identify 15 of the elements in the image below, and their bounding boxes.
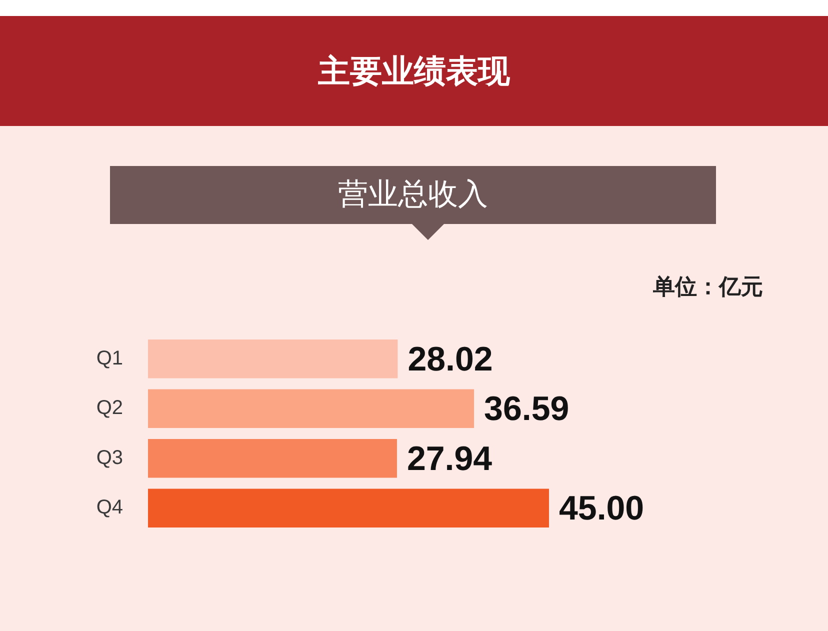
chart-title: 主要业绩表现 <box>0 16 828 126</box>
y-tick-label: Q3 <box>96 446 123 469</box>
bar <box>148 389 474 428</box>
bar <box>148 438 397 478</box>
data-label: 27.94 <box>406 440 492 478</box>
bar <box>148 339 398 378</box>
bar <box>148 488 549 528</box>
data-label: 36.59 <box>484 390 570 428</box>
data-label: 45.00 <box>559 490 644 528</box>
text: 单位：亿元 <box>653 274 763 302</box>
data-label: 28.02 <box>408 340 493 378</box>
chart-subtitle: 营业总收入 <box>110 166 716 224</box>
y-tick-label: Q4 <box>96 496 123 519</box>
y-tick-label: Q1 <box>96 347 123 370</box>
y-tick-label: Q2 <box>96 397 123 420</box>
